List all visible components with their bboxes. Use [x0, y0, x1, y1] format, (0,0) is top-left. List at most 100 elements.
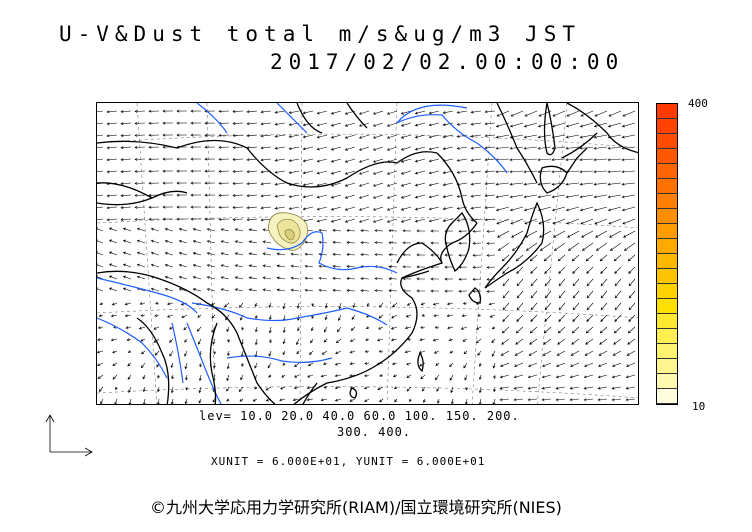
wind-arrow [337, 326, 342, 333]
wind-arrow [134, 169, 146, 173]
wind-arrow [234, 276, 244, 280]
wind-arrow [470, 182, 482, 186]
wind-arrow [486, 253, 496, 257]
wind-arrow [372, 146, 384, 151]
wind-arrow [318, 264, 328, 268]
wind-arrow [458, 277, 468, 281]
wind-arrow [400, 218, 412, 223]
wind-arrow [260, 206, 272, 210]
wind-arrow [155, 301, 160, 305]
wind-arrow [234, 252, 244, 256]
wind-arrow [349, 398, 356, 402]
wind-arrow [484, 134, 496, 138]
wind-arrow [516, 278, 524, 287]
wind-arrow [515, 326, 524, 334]
wind-arrow [584, 362, 594, 367]
wind-arrow [192, 252, 202, 256]
wind-arrow [332, 264, 342, 268]
wind-arrow [166, 302, 174, 306]
wind-arrow [198, 398, 202, 404]
wind-arrow [100, 398, 104, 404]
wind-arrow [565, 122, 580, 128]
wind-arrow [379, 398, 384, 403]
wind-arrow [434, 325, 440, 329]
wind-arrow [612, 362, 622, 367]
wind-arrow [190, 193, 202, 197]
wind-arrow [428, 182, 440, 187]
wind-arrow [484, 122, 496, 126]
wind-arrow [148, 181, 160, 185]
wind-arrow [304, 264, 314, 268]
wind-arrow [320, 398, 328, 402]
wind-arrow [178, 275, 188, 280]
wind-arrow [586, 314, 594, 322]
wind-arrow [551, 182, 566, 186]
wind-arrow [404, 350, 412, 354]
wind-arrow [599, 254, 608, 262]
wind-arrow [416, 229, 426, 233]
wind-arrow [430, 277, 439, 281]
wind-arrow [421, 313, 426, 317]
wind-arrow [260, 218, 272, 222]
colorbar-segment [657, 164, 677, 179]
colorbar-segment [657, 119, 677, 134]
border-russia-north [296, 103, 323, 134]
wind-arrow [292, 398, 300, 402]
wind-arrow [178, 287, 188, 292]
wind-arrow [112, 350, 118, 354]
wind-arrow [390, 326, 398, 330]
wind-arrow [181, 314, 188, 318]
wind-arrow [296, 338, 300, 346]
wind-arrow [593, 146, 608, 150]
coast-vietnam [302, 382, 318, 404]
wind-arrow [486, 289, 496, 293]
colorbar-segment [657, 254, 677, 269]
wind-arrow [218, 205, 230, 209]
wind-arrow [162, 193, 174, 197]
wind-arrow [190, 157, 202, 161]
wind-arrow [127, 374, 132, 380]
wind-arrow [542, 362, 552, 367]
wind-arrow [378, 349, 384, 353]
wind-arrow [106, 110, 118, 114]
wind-arrow [475, 338, 482, 344]
border-north [97, 139, 438, 188]
wind-arrow [218, 157, 230, 161]
wind-arrow [115, 386, 118, 391]
wind-arrow [428, 158, 440, 163]
wind-arrow [204, 157, 216, 161]
wind-arrow [162, 157, 174, 161]
wind-arrow [260, 122, 272, 126]
wind-arrow [470, 194, 482, 198]
wind-arrow [544, 314, 552, 322]
wind-arrow [293, 386, 300, 390]
wind-arrow [302, 206, 314, 211]
wind-arrow [122, 275, 132, 280]
wind-arrow [349, 362, 356, 366]
wind-arrow [621, 122, 636, 128]
wind-arrow [213, 350, 217, 355]
wind-arrow [600, 314, 608, 322]
wind-arrow [400, 194, 412, 199]
wind-arrow [97, 326, 104, 329]
wind-arrow [406, 374, 412, 378]
wind-arrow [290, 264, 300, 268]
wind-arrow [150, 287, 160, 292]
wind-arrow [579, 158, 594, 162]
wind-arrow [254, 326, 258, 333]
wind-arrow [204, 181, 216, 185]
wind-arrow [248, 264, 258, 268]
wind-arrow [516, 266, 524, 274]
wind-arrow [290, 276, 300, 280]
wind-arrow [268, 350, 272, 357]
wind-arrow [307, 362, 314, 367]
wind-arrow [358, 170, 370, 175]
wind-arrow [442, 206, 454, 211]
wind-arrow [625, 398, 636, 402]
wind-arrow [150, 239, 160, 244]
wind-arrow [126, 338, 132, 341]
wind-arrow [448, 338, 454, 342]
wind-arrow [330, 170, 342, 175]
wind-arrow [346, 265, 356, 268]
wind-arrow [227, 350, 230, 357]
